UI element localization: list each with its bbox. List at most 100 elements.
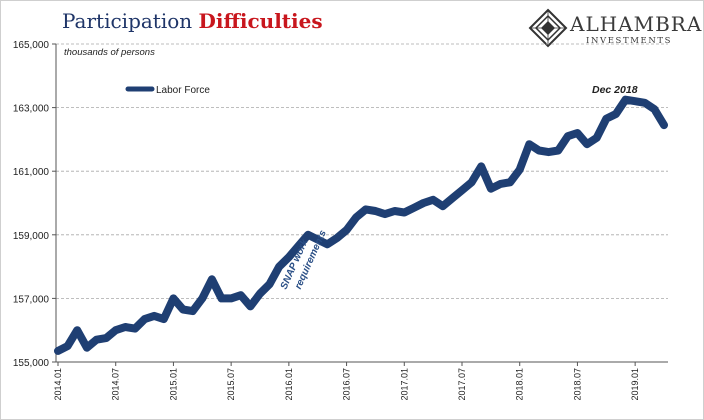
data-point [644,102,646,104]
axes [52,43,668,366]
series-group [54,95,668,355]
data-point [567,135,569,137]
logo-sub: INVESTMENTS [586,36,673,46]
data-point [586,143,588,145]
data-point [548,151,550,153]
data-point [115,329,117,331]
data-point [663,124,665,126]
data-point [394,210,396,212]
legend-label: Labor Force [156,85,210,96]
data-point [298,245,299,247]
data-point [605,118,607,120]
x-tick-label: 2018.07 [572,368,582,401]
data-point [471,181,473,183]
data-point [105,337,107,339]
annotation-dec-2018: Dec 2018 [592,84,638,96]
x-tick-label: 2019.01 [630,368,640,401]
data-point [374,210,376,212]
data-point [500,183,501,185]
y-tick-label: 161,000 [13,167,50,178]
series-line-labor-force [54,95,668,355]
data-point [192,310,194,312]
x-tick-label: 2015.07 [226,368,236,401]
data-point [288,256,290,258]
data-point [221,297,222,299]
x-tick-label: 2015.01 [168,368,178,401]
data-point [403,212,405,213]
data-point [57,350,59,352]
data-point [519,169,521,171]
data-point [355,216,357,218]
data-point [576,132,578,134]
data-point [615,113,617,115]
y-tick-label: 159,000 [13,231,50,242]
data-point [278,266,280,268]
grid-lines [56,43,668,299]
x-tick-label: 2018.01 [515,368,525,401]
data-point [96,339,97,341]
data-point [172,297,174,299]
x-tick-label: 2017.07 [457,368,467,401]
data-point [625,99,626,101]
data-point [230,297,232,299]
data-point [528,143,530,145]
data-point [163,318,165,320]
alhambra-logo: ALHAMBRA INVESTMENTS [528,8,701,48]
data-point [307,234,309,236]
data-point [211,278,213,280]
data-point [596,137,598,139]
data-point [259,293,261,295]
data-point [201,297,203,299]
x-tick-label: 2014.07 [111,368,121,401]
data-point [509,181,511,183]
y-tick-labels: 155,000 157,000 159,000 161,000 163,000 165,0… [13,40,50,369]
y-tick-label: 163,000 [13,104,50,115]
data-point [317,239,319,241]
x-tick-label: 2016.07 [342,368,352,401]
units-label: thousands of persons [64,47,155,58]
data-point [134,328,136,330]
legend: Labor Force [125,85,210,96]
data-point [67,345,69,347]
data-point [423,202,424,204]
x-tick-label: 2017.01 [399,368,409,401]
data-point [269,283,271,285]
title-part-difficulties: Difficulties [198,9,323,33]
y-tick-label: 165,000 [13,40,50,51]
data-point [346,229,348,231]
diamond-logo-icon [528,8,568,48]
x-tick-label: 2016.01 [284,368,294,401]
data-point [326,243,328,245]
data-point [480,165,482,167]
data-point [240,294,242,296]
data-point [634,100,636,102]
data-point [413,207,415,209]
y-tick-label: 157,000 [13,294,50,305]
data-point [153,315,155,317]
data-point [182,309,184,310]
data-point [538,150,540,151]
data-point [76,329,78,331]
data-point [442,205,444,207]
x-tick-label: 2014.01 [53,368,63,401]
chart-title: Participation Difficulties [62,9,323,33]
data-point [432,199,434,201]
x-tick-labels: 2014.01 2014.07 2015.01 2015.07 2016.01 2016.… [53,368,640,401]
data-point [365,208,367,210]
data-point [461,189,463,191]
data-point [144,318,146,320]
title-part-participation: Participation [62,9,193,33]
data-point [384,213,386,215]
data-point [86,347,88,349]
data-point [451,197,453,199]
data-point [124,326,126,328]
data-point [249,305,251,307]
logo-name: ALHAMBRA [570,12,703,36]
data-point [557,150,559,151]
data-point [336,237,338,239]
data-point [490,188,492,190]
y-tick-label: 155,000 [13,358,50,369]
data-point [653,108,655,110]
